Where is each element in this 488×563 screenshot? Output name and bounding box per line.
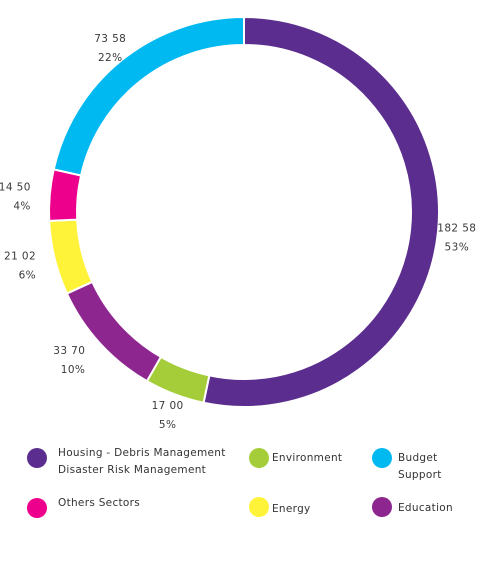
percent-label-housing: 53% (445, 241, 470, 253)
slice-energy (48, 218, 94, 295)
legend-swatch-housing (27, 448, 47, 468)
legend-swatch-energy (249, 497, 269, 517)
legend-label-housing-line1: Housing - Debris Management (58, 447, 226, 459)
slice-budget-support (52, 15, 245, 177)
legend-swatch-budget-support (372, 448, 392, 468)
donut-chart: 182 58 53% 17 00 5% 33 70 10% 21 02 6% 14 50 4% 73… (0, 15, 476, 431)
value-label-housing: 182 58 (437, 222, 476, 234)
legend-item-housing: Housing - Debris Management Disaster Ris… (27, 445, 226, 479)
legend-item-others-sectors: Others Sectors (27, 495, 140, 518)
value-label-others-sectors: 14 50 (0, 181, 31, 193)
legend-label-energy: Energy (272, 503, 311, 515)
legend-swatch-environment (249, 448, 269, 468)
value-label-budget-support: 73 58 (94, 33, 126, 45)
donut-slices (48, 15, 440, 408)
percent-label-energy: 6% (19, 270, 36, 282)
chart-legend: Housing - Debris Management Disaster Ris… (0, 440, 488, 563)
percent-label-education: 10% (61, 364, 86, 376)
percent-label-budget-support: 22% (98, 52, 123, 64)
legend-item-environment: Environment (249, 445, 342, 468)
legend-label-housing-line2: Disaster Risk Management (58, 464, 207, 476)
legend-label-education: Education (398, 502, 453, 514)
slice-others-sectors (48, 168, 83, 222)
legend-item-energy: Energy (249, 494, 311, 518)
percent-label-environment: 5% (159, 419, 176, 431)
legend-swatch-others-sectors (27, 498, 47, 518)
legend-swatch-education (372, 497, 392, 517)
legend-item-budget-support: Budget Support (372, 445, 442, 484)
legend-label-budget-support-line2: Support (398, 469, 442, 481)
legend-item-education: Education (372, 494, 453, 517)
percent-label-others-sectors: 4% (13, 200, 30, 212)
legend-label-others-sectors: Others Sectors (58, 497, 141, 509)
legend-label-budget-support-line1: Budget (398, 452, 438, 464)
value-label-education: 33 70 (53, 345, 85, 357)
slice-labels: 182 58 53% 17 00 5% 33 70 10% 21 02 6% 14 50 4% 73… (0, 33, 476, 431)
legend-label-environment: Environment (272, 452, 343, 464)
value-label-energy: 21 02 (4, 251, 36, 263)
value-label-environment: 17 00 (152, 400, 184, 412)
slice-housing (202, 15, 440, 408)
